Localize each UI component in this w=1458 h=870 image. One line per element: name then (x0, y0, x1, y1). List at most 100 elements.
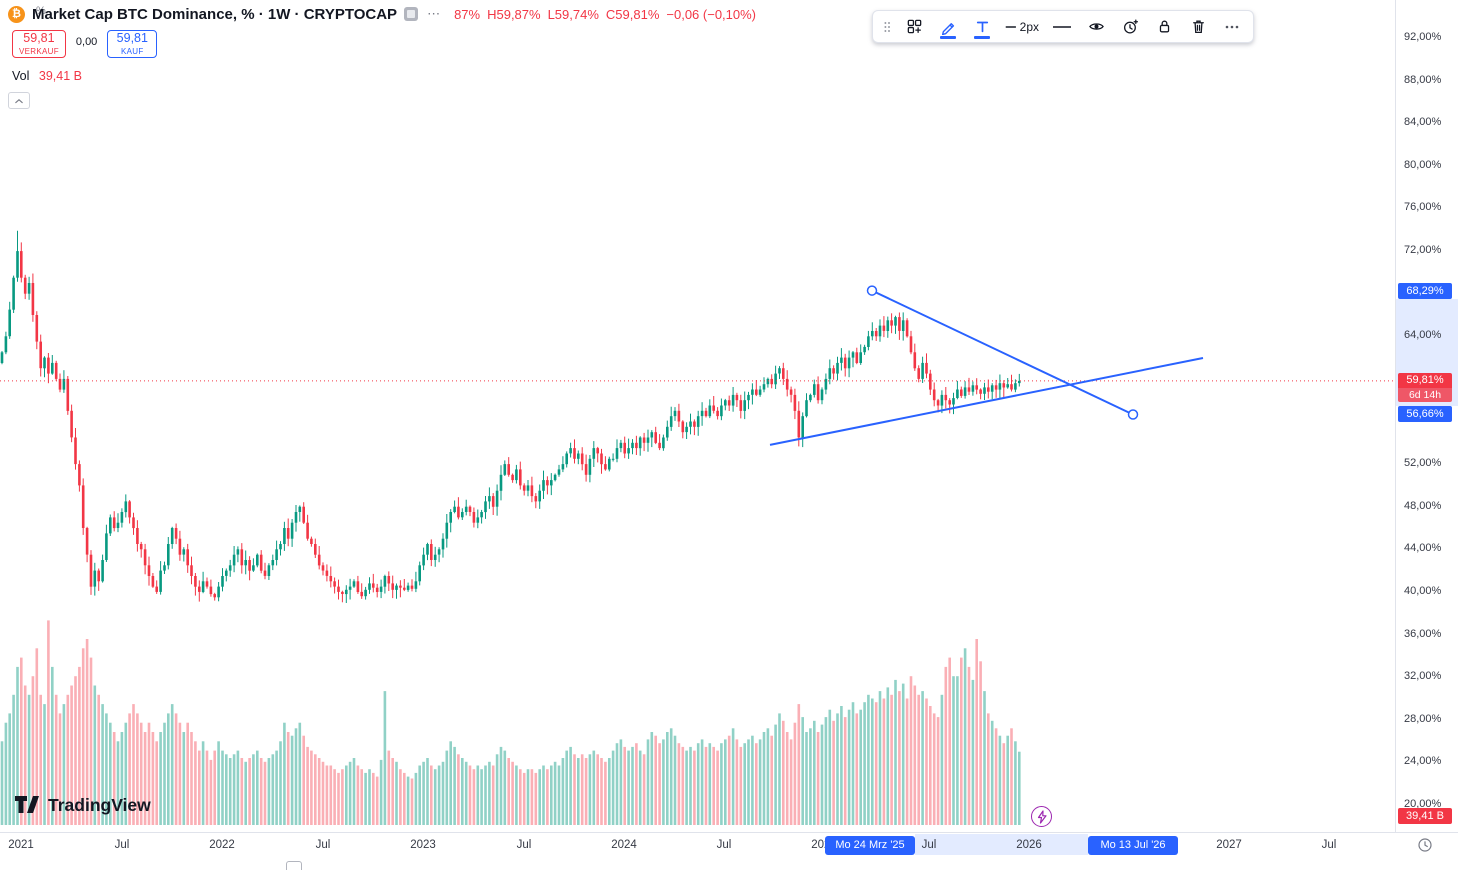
time-tick-label: 2026 (1016, 839, 1042, 851)
sell-label: VERKAUF (19, 46, 59, 56)
time-tick-label: Jul (1321, 839, 1337, 851)
time-tick-label: Jul (516, 839, 532, 851)
delete-button[interactable] (1181, 14, 1215, 40)
line-style-button[interactable] (1045, 14, 1079, 40)
price-tick-label: 20,00% (1404, 798, 1442, 810)
partial-bottom-icon[interactable] (286, 861, 302, 870)
tradingview-logo-icon (15, 796, 39, 813)
tradingview-logo-text: TradingView (48, 794, 151, 815)
pencil-icon (941, 23, 954, 35)
sell-price: 59,81 (23, 31, 55, 46)
time-tick-label: 2021 (8, 839, 34, 851)
price-tick-label: 76,00% (1404, 201, 1442, 214)
price-axis[interactable]: 92,00% 88,00% 84,00% 80,00% 76,00% 72,00% 64,0… (1395, 0, 1458, 832)
draw-tool-button[interactable] (931, 14, 965, 40)
more-dots-icon (1225, 25, 1239, 28)
price-tick-label: 84,00% (1404, 116, 1442, 129)
bitcoin-icon: ₿ (8, 5, 25, 23)
volume-value: 39,41 B (38, 69, 82, 83)
symbol-title[interactable]: Market Cap BTC Dominance, % · 1W · CRYPT… (32, 5, 398, 23)
price-tick-label: 40,00% (1404, 584, 1442, 597)
descending-trendline-handle-start[interactable] (866, 285, 878, 296)
tradingview-logo[interactable]: TradingView (14, 793, 151, 817)
legend-more-button[interactable]: ⋯ (427, 6, 442, 21)
ohlc-values: 87% H59,87% L59,74% C59,81% −0,06 (−0,10… (454, 7, 756, 22)
ohlc-high: H59,87% (487, 6, 541, 22)
last-price-value: 59,81% (1398, 373, 1452, 389)
line-width-value: 2px (1019, 19, 1039, 34)
text-color-underline (974, 35, 990, 39)
sell-button[interactable]: 59,81 VERKAUF (12, 30, 66, 58)
quick-action-button[interactable] (1031, 806, 1052, 827)
time-tick-label: Jul (716, 839, 732, 851)
ohlc-change: −0,06 (−0,10%) (666, 6, 757, 22)
descending-trendline-handle-end[interactable] (1127, 409, 1139, 420)
session-clock-button[interactable] (1416, 836, 1434, 854)
clock-icon (1418, 838, 1432, 852)
time-tick-label: 2023 (410, 839, 436, 851)
price-tick-label: 72,00% (1404, 244, 1442, 257)
price-tick-label: 88,00% (1404, 73, 1442, 86)
time-tick-label: 2027 (1216, 839, 1242, 851)
ohlc-close: C59,81% (605, 6, 660, 22)
time-tick-label: Jul (921, 839, 937, 851)
text-tool-icon (976, 21, 988, 33)
trendline-date-badge-2: Mo 13 Jul '26 (1088, 836, 1178, 855)
trendline-high-price-badge: 68,29% (1398, 282, 1452, 299)
time-tick-label: Jul (114, 839, 130, 851)
collapse-legend-button[interactable] (8, 92, 30, 109)
ohlc-open: 87% (454, 6, 481, 22)
price-tick-label: 32,00% (1404, 670, 1442, 683)
volume-layer (0, 620, 1021, 825)
visibility-button[interactable] (1079, 14, 1113, 40)
add-alert-button[interactable] (1113, 14, 1147, 40)
chevron-up-icon (15, 98, 23, 103)
lightning-icon (1037, 809, 1047, 824)
time-tick-label: 2022 (209, 839, 235, 851)
price-tick-label: 80,00% (1404, 158, 1442, 171)
volume-legend: Vol 39,41 B (12, 69, 82, 83)
trade-buttons: 59,81 VERKAUF 0,00 59,81 KAUF (12, 30, 158, 58)
toolbar-more-button[interactable] (1215, 14, 1249, 40)
spread-value: 0,00 (75, 36, 98, 48)
cryptocap-logo-icon (404, 7, 419, 21)
volume-badge: 39,41 B (1398, 808, 1452, 824)
trendline-date-badge-1: Mo 24 Mrz '25 (825, 836, 915, 855)
drag-handle-icon (884, 21, 890, 32)
symbol-legend: ₿ Market Cap BTC Dominance, % · 1W · CRY… (8, 3, 756, 25)
price-chart-canvas[interactable] (0, 0, 1395, 832)
lock-button[interactable] (1147, 14, 1181, 40)
price-tick-label: 92,00% (1404, 31, 1442, 43)
candles-layer (0, 230, 1021, 603)
price-tick-label: 28,00% (1404, 712, 1442, 725)
price-tick-label: 44,00% (1404, 542, 1442, 555)
trendline-price-range-band (1396, 299, 1458, 406)
ohlc-low: L59,74% (547, 6, 599, 22)
drawing-toolbar: 2px (872, 10, 1254, 43)
price-tick-label: 64,00% (1404, 329, 1442, 342)
price-axis-unit: % (36, 5, 46, 17)
price-tick-label: 36,00% (1404, 627, 1442, 640)
ascending-trendline[interactable] (769, 357, 1204, 446)
toolbar-drag-handle[interactable] (877, 14, 897, 40)
trendline-time-range-band (915, 834, 1088, 855)
descending-trendline[interactable] (871, 289, 1134, 416)
price-tick-label: 52,00% (1404, 457, 1442, 470)
time-tick-label: 2024 (611, 839, 637, 851)
line-width-button[interactable]: 2px (999, 14, 1045, 40)
time-axis[interactable]: 2021Jul2022Jul2023Jul2024Jul2025Jul2026J… (0, 832, 1458, 870)
pencil-color-underline (940, 35, 956, 39)
text-tool-button[interactable] (965, 14, 999, 40)
objects-grid-icon (907, 19, 921, 34)
buy-price: 59,81 (116, 31, 148, 46)
price-tick-label: 48,00% (1404, 499, 1442, 512)
alert-clock-icon (1123, 19, 1138, 34)
trendlines-layer[interactable] (769, 285, 1204, 446)
buy-button[interactable]: 59,81 KAUF (107, 30, 158, 58)
lock-icon (1159, 20, 1169, 33)
bar-countdown: 6d 14h (1398, 388, 1452, 403)
add-object-button[interactable] (897, 14, 931, 40)
line-width-icon (1005, 25, 1016, 28)
time-tick-label: Jul (315, 839, 331, 851)
